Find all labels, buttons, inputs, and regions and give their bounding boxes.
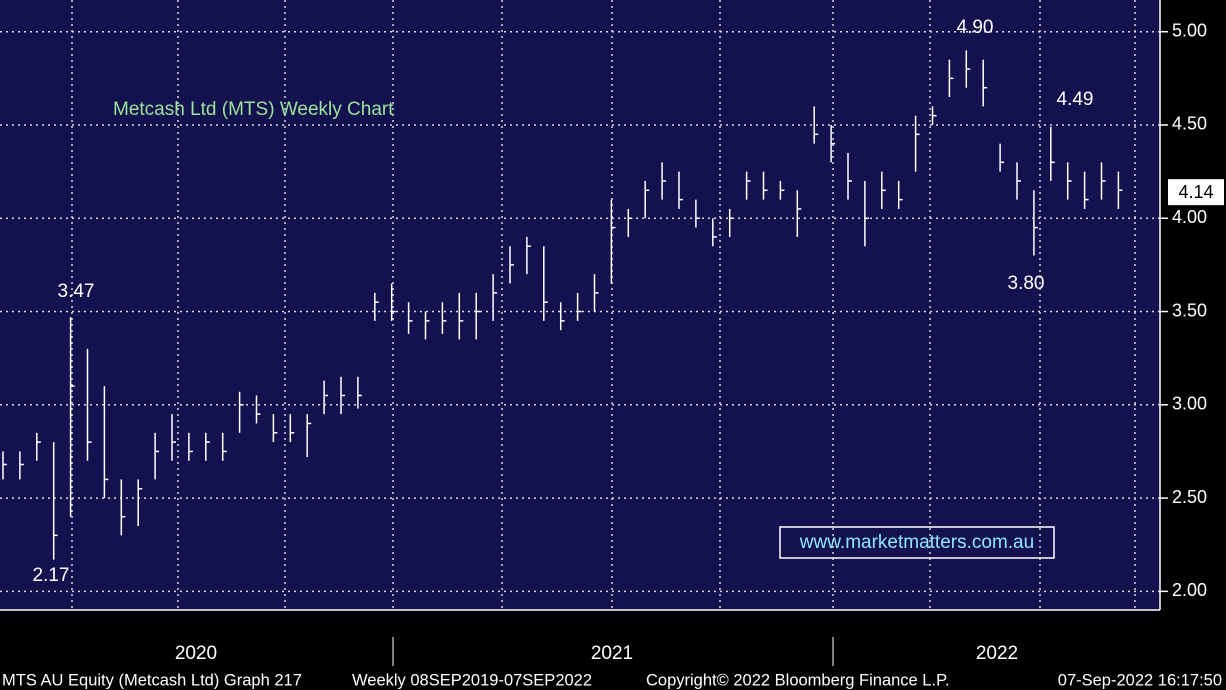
annotation: 4.49: [1057, 89, 1094, 110]
x-year-label: 2021: [591, 643, 633, 664]
watermark-box: [779, 526, 1055, 559]
last-price-label: 4.14: [1178, 182, 1213, 202]
annotation: 3.80: [1008, 273, 1045, 294]
footer-text: Copyright© 2022 Bloomberg Finance L.P.: [646, 671, 950, 689]
footer-text: 07-Sep-2022 16:17:50: [1058, 671, 1222, 689]
chart-title: Metcash Ltd (MTS) Weekly Chart: [113, 99, 394, 120]
annotation: 2.17: [33, 565, 70, 586]
plot-area: [0, 0, 1160, 610]
y-tick-label: 2.50: [1172, 487, 1207, 507]
y-tick-label: 4.50: [1172, 114, 1207, 134]
watermark: www.marketmatters.com.au: [799, 532, 1034, 553]
y-tick-label: 5.00: [1172, 20, 1207, 40]
y-tick-label: 3.00: [1172, 394, 1207, 414]
annotation: 4.90: [957, 17, 994, 38]
y-tick-label: 3.50: [1172, 300, 1207, 320]
annotation: 3.47: [58, 281, 95, 302]
footer-text: Weekly 08SEP2019-07SEP2022: [352, 671, 592, 689]
x-year-label: 2020: [175, 643, 217, 664]
footer-text: MTS AU Equity (Metcash Ltd) Graph 217: [2, 671, 302, 689]
y-tick-label: 2.00: [1172, 580, 1207, 600]
y-tick-label: 4.00: [1172, 207, 1207, 227]
last-price-box: [1168, 179, 1224, 206]
x-year-label: 2022: [976, 643, 1018, 664]
